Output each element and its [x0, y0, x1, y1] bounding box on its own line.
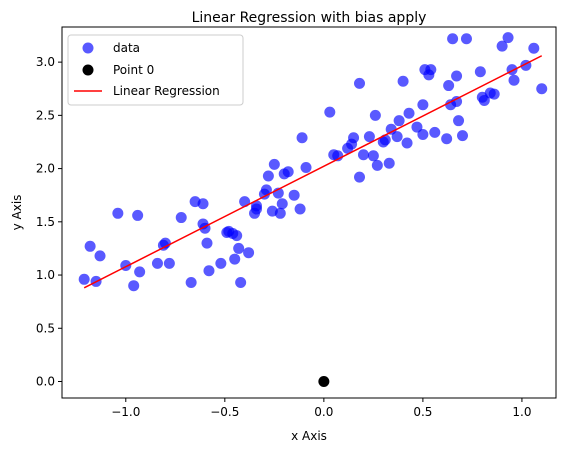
- y-tick-label: 1.0: [36, 268, 55, 282]
- data-point: [391, 131, 403, 143]
- data-point: [203, 265, 215, 277]
- data-point: [393, 115, 405, 127]
- legend: data Point 0 Linear Regression: [67, 34, 244, 106]
- data-point: [451, 70, 463, 82]
- data-point: [502, 32, 514, 44]
- data-point: [274, 207, 286, 219]
- chart-title: Linear Regression with bias apply: [192, 10, 427, 26]
- y-tick-label: 3.0: [36, 55, 55, 69]
- legend-marker-data: [82, 42, 94, 54]
- plot-area: [78, 32, 548, 387]
- data-point: [243, 247, 255, 259]
- data-point: [348, 132, 360, 144]
- data-point: [229, 253, 241, 265]
- data-point: [94, 250, 106, 262]
- data-point: [447, 33, 459, 45]
- data-point: [354, 77, 366, 89]
- data-point: [276, 198, 288, 210]
- data-point: [215, 257, 227, 269]
- data-point: [132, 209, 144, 221]
- data-point: [369, 109, 381, 121]
- data-point: [233, 242, 245, 254]
- regression-line: [83, 55, 543, 289]
- data-point: [528, 42, 540, 54]
- data-point: [451, 96, 463, 108]
- data-point: [367, 150, 379, 162]
- data-point: [379, 134, 391, 146]
- y-axis-label: y Axis: [10, 195, 24, 231]
- point-0-marker: [318, 376, 330, 387]
- x-axis-label: x Axis: [291, 429, 327, 443]
- data-point: [536, 83, 548, 95]
- x-tick-label: 1.0: [512, 405, 531, 419]
- data-point: [460, 33, 472, 45]
- data-point: [128, 280, 140, 292]
- data-point: [443, 80, 455, 92]
- data-point: [134, 266, 146, 278]
- data-point: [268, 158, 280, 170]
- x-tick-label: −0.5: [210, 405, 239, 419]
- axes-frame: [61, 26, 557, 399]
- data-point: [397, 75, 409, 87]
- data-point: [508, 74, 520, 86]
- x-tick-label: 0.0: [314, 405, 333, 419]
- data-point: [201, 237, 213, 249]
- x-axis-ticks: −1.0 −0.5 0.0 0.5 1.0: [111, 398, 531, 419]
- data-point: [324, 106, 336, 118]
- legend-label-regression: Linear Regression: [113, 84, 220, 98]
- data-point: [251, 203, 263, 215]
- y-tick-label: 2.0: [36, 162, 55, 176]
- data-point: [357, 149, 369, 161]
- data-point: [488, 88, 500, 100]
- data-point: [235, 276, 247, 288]
- data-point: [411, 121, 423, 133]
- data-point: [496, 40, 508, 52]
- data-point: [262, 170, 274, 182]
- legend-box: [67, 34, 244, 106]
- legend-marker-point-0: [82, 64, 94, 76]
- x-tick-label: 0.5: [413, 405, 432, 419]
- data-point: [239, 196, 251, 208]
- data-point: [401, 137, 413, 149]
- y-tick-label: 0.0: [36, 374, 55, 388]
- data-point: [84, 240, 96, 252]
- data-point: [197, 198, 209, 210]
- data-point: [163, 257, 175, 269]
- data-point: [300, 162, 312, 174]
- legend-label-data: data: [113, 41, 140, 55]
- data-point: [354, 171, 366, 183]
- data-point: [417, 99, 429, 111]
- data-point: [383, 157, 395, 169]
- data-point: [175, 212, 187, 224]
- data-point: [371, 159, 383, 171]
- data-point: [231, 230, 243, 242]
- data-point: [282, 166, 294, 178]
- data-point: [260, 184, 272, 196]
- y-axis-ticks: 0.0 0.5 1.0 1.5 2.0 2.5 3.0: [36, 55, 62, 388]
- data-point: [441, 133, 453, 145]
- data-point: [429, 126, 441, 138]
- data-point: [478, 94, 490, 106]
- data-point: [474, 66, 486, 78]
- y-tick-label: 2.5: [36, 108, 55, 122]
- x-tick-label: −1.0: [111, 405, 140, 419]
- data-point: [417, 129, 429, 141]
- data-point: [78, 273, 90, 285]
- data-point: [403, 107, 415, 119]
- data-point: [425, 64, 437, 76]
- data-point: [453, 115, 465, 127]
- data-point: [288, 189, 300, 201]
- data-point: [296, 132, 308, 144]
- y-tick-label: 1.5: [36, 215, 55, 229]
- legend-label-point-0: Point 0: [113, 63, 154, 77]
- data-point: [185, 276, 197, 288]
- data-point: [457, 130, 469, 142]
- data-point: [385, 123, 397, 135]
- data-point: [151, 257, 163, 269]
- y-tick-label: 0.5: [36, 321, 55, 335]
- data-point: [112, 207, 124, 219]
- data-point: [363, 131, 375, 143]
- data-point: [294, 203, 306, 215]
